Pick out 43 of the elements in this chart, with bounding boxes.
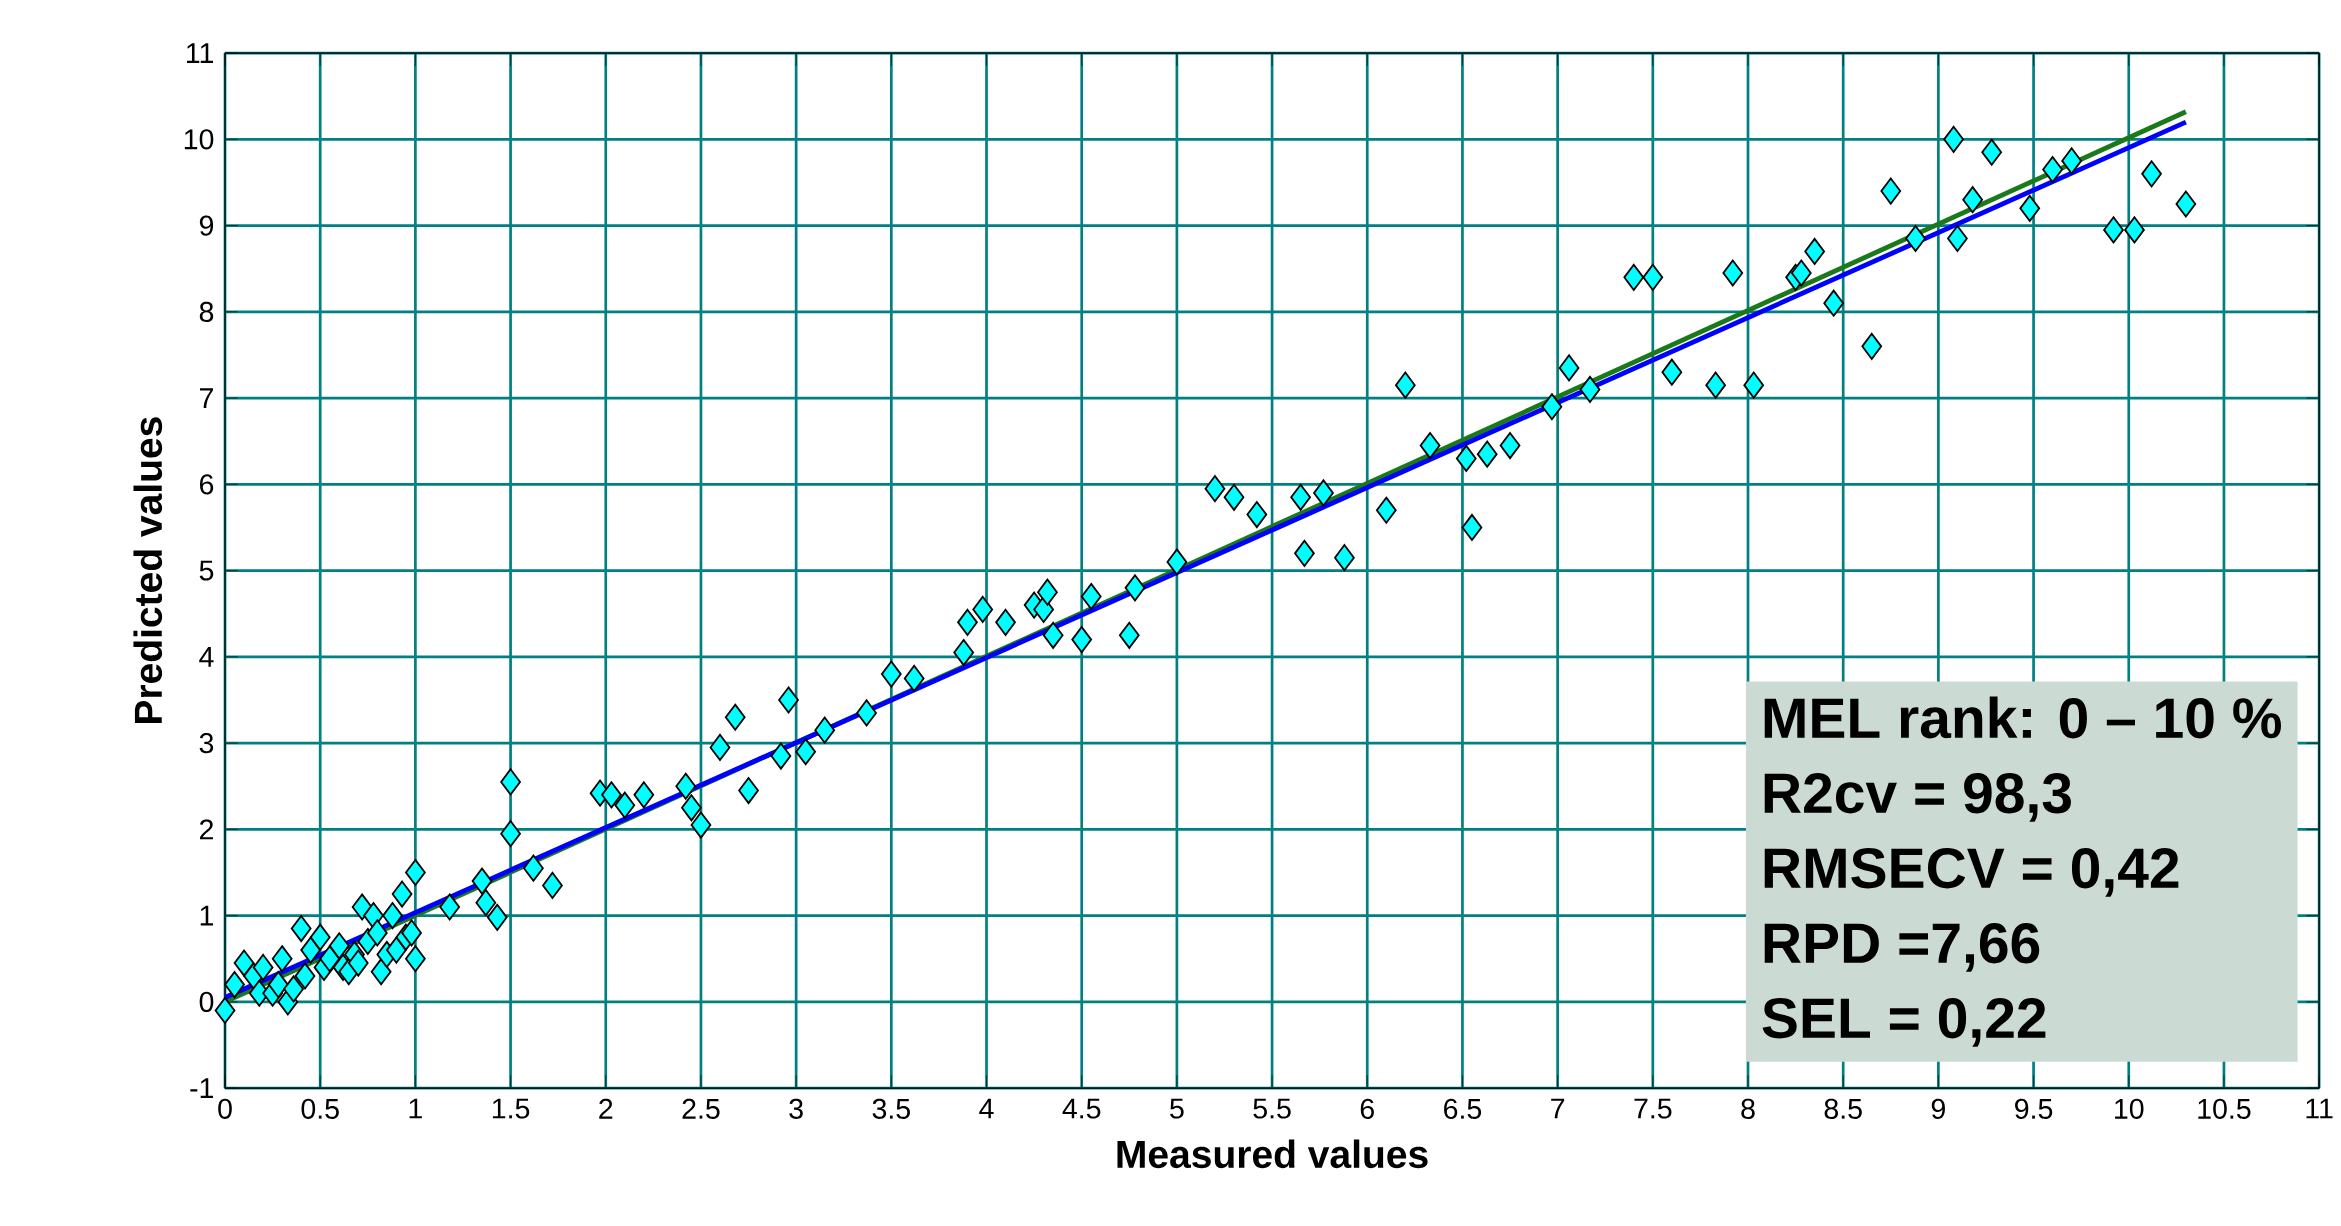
x-tick-label: 3 <box>789 1098 803 1119</box>
y-tick-label: 3 <box>199 732 214 754</box>
y-tick-label: 1 <box>200 905 214 926</box>
x-tick-label: 0 <box>218 1098 232 1119</box>
x-tick-label: 1.5 <box>492 1098 530 1119</box>
x-tick-label: 9.5 <box>2015 1098 2053 1119</box>
x-tick-label: 7 <box>1551 1098 1565 1119</box>
x-tick-label: 3.5 <box>872 1098 910 1119</box>
y-tick-label: 0 <box>199 991 214 1012</box>
x-tick-label: 10.5 <box>2198 1098 2251 1119</box>
annotation: R2cv = 98,3 <box>1764 772 2071 822</box>
y-tick-label: 4 <box>199 646 214 667</box>
x-tick-label: 9 <box>1931 1098 1945 1119</box>
x-tick-label: 2 <box>599 1098 613 1119</box>
y-tick-label: 6 <box>200 474 214 495</box>
x-tick-label: 5 <box>1170 1098 1184 1119</box>
y-tick-label: 11 <box>187 43 214 63</box>
x-tick-label: 6 <box>1360 1098 1374 1119</box>
y-tick-label: 8 <box>199 301 214 322</box>
x-axis-title: Measured values <box>1117 1139 1428 1169</box>
x-tick-label: 1 <box>409 1098 422 1119</box>
y-tick-label: 7 <box>200 388 214 408</box>
annotation: RPD =7,66 <box>1764 922 2040 972</box>
y-tick-label: -1 <box>190 1078 214 1098</box>
y-tick-label: 10 <box>184 129 214 150</box>
y-tick-label: 2 <box>199 819 214 840</box>
annotation: MEL rank: 0 – 10 % <box>1764 696 2281 739</box>
x-tick-label: 7.5 <box>1634 1098 1672 1119</box>
x-tick-label: 0.5 <box>301 1098 339 1119</box>
y-tick-label: 5 <box>199 560 214 581</box>
annotation: RMSECV = 0,42 <box>1764 847 2179 897</box>
x-tick-label: 8.5 <box>1824 1098 1862 1119</box>
x-tick-label: 6.5 <box>1444 1098 1482 1119</box>
annotation: SEL = 0,22 <box>1762 997 2046 1047</box>
x-tick-label: 4.5 <box>1062 1098 1101 1119</box>
x-tick-label: 2.5 <box>682 1098 720 1119</box>
x-tick-label: 8 <box>1741 1098 1755 1119</box>
x-tick-label: 4 <box>979 1098 994 1119</box>
y-axis-title: Predicted values <box>133 417 163 723</box>
y-tick-label: 9 <box>199 215 214 236</box>
x-tick-label: 10 <box>2115 1098 2144 1119</box>
x-tick-label: 5.5 <box>1253 1098 1291 1119</box>
x-tick-label: 11 <box>2306 1098 2333 1119</box>
